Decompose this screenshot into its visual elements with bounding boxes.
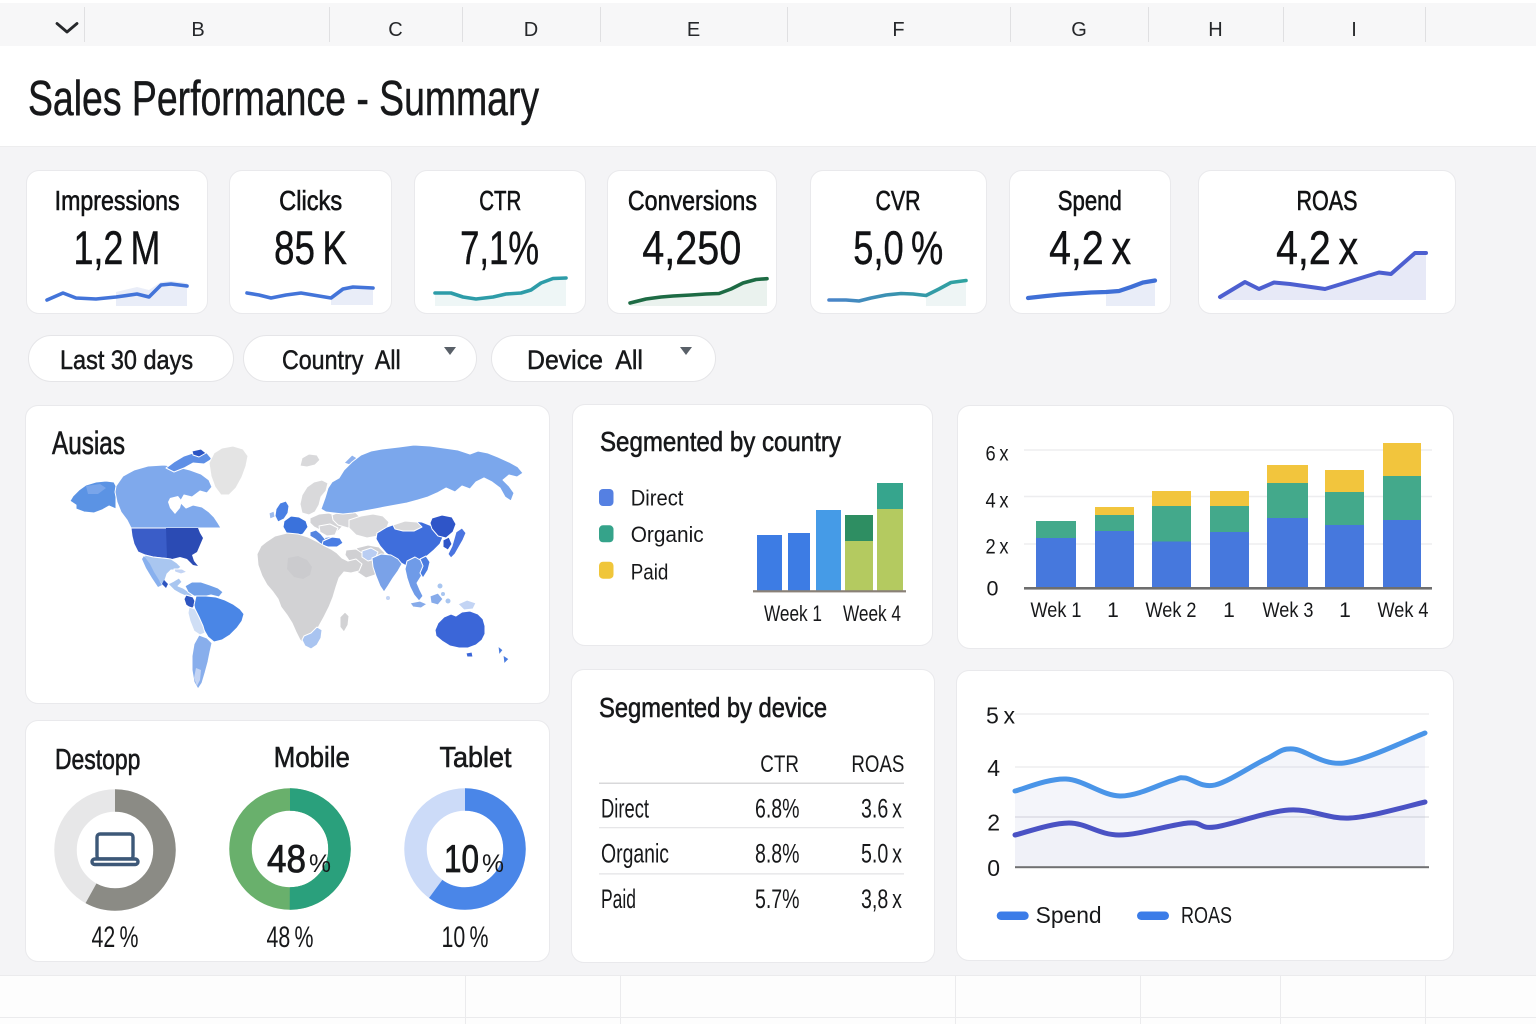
- svg-text:%: %: [309, 850, 331, 878]
- svg-text:4: 4: [987, 755, 1000, 781]
- svg-text:Paid: Paid: [631, 559, 669, 584]
- svg-text:Destopp: Destopp: [55, 744, 141, 776]
- svg-text:%: %: [482, 850, 504, 878]
- svg-text:Wek 4: Wek 4: [1378, 599, 1429, 622]
- svg-text:CTR: CTR: [760, 751, 799, 778]
- svg-text:Wek 1: Wek 1: [1031, 599, 1082, 622]
- svg-text:1: 1: [1339, 599, 1351, 622]
- svg-text:1: 1: [1107, 599, 1119, 622]
- svg-text:Direct: Direct: [601, 794, 649, 824]
- svg-text:3.6 x: 3.6 x: [861, 794, 902, 824]
- svg-text:Week 4: Week 4: [843, 601, 901, 626]
- svg-text:5.0 x: 5.0 x: [861, 839, 902, 869]
- svg-text:5 x: 5 x: [986, 703, 1015, 729]
- svg-text:3,8 x: 3,8 x: [861, 884, 902, 914]
- svg-text:Direct: Direct: [631, 486, 684, 511]
- svg-text:Tablet: Tablet: [440, 742, 512, 774]
- svg-text:Organic: Organic: [631, 522, 704, 547]
- svg-text:6 x: 6 x: [986, 441, 1009, 465]
- svg-text:Week 1: Week 1: [764, 601, 822, 626]
- svg-text:48 %: 48 %: [267, 921, 314, 954]
- svg-text:Organic: Organic: [601, 839, 669, 869]
- svg-text:6.8%: 6.8%: [755, 794, 800, 824]
- svg-text:42 %: 42 %: [92, 921, 139, 954]
- svg-text:48: 48: [267, 838, 306, 881]
- svg-text:10 %: 10 %: [442, 921, 489, 954]
- svg-text:10: 10: [444, 838, 479, 881]
- svg-text:1: 1: [1223, 599, 1235, 622]
- svg-text:4 x: 4 x: [986, 489, 1009, 513]
- svg-text:2 x: 2 x: [986, 534, 1009, 558]
- svg-text:Paid: Paid: [601, 884, 636, 914]
- svg-text:ROAS: ROAS: [851, 751, 904, 778]
- svg-text:5.7%: 5.7%: [755, 884, 800, 914]
- svg-text:8.8%: 8.8%: [755, 839, 800, 869]
- svg-text:Mobile: Mobile: [274, 742, 350, 774]
- svg-text:Wek 3: Wek 3: [1263, 599, 1314, 622]
- svg-text:2: 2: [987, 809, 1000, 835]
- svg-text:Spend: Spend: [1036, 902, 1102, 928]
- svg-text:0: 0: [987, 577, 999, 601]
- svg-text:ROAS: ROAS: [1181, 902, 1232, 928]
- svg-text:0: 0: [987, 855, 1000, 881]
- svg-text:Wek 2: Wek 2: [1146, 599, 1197, 622]
